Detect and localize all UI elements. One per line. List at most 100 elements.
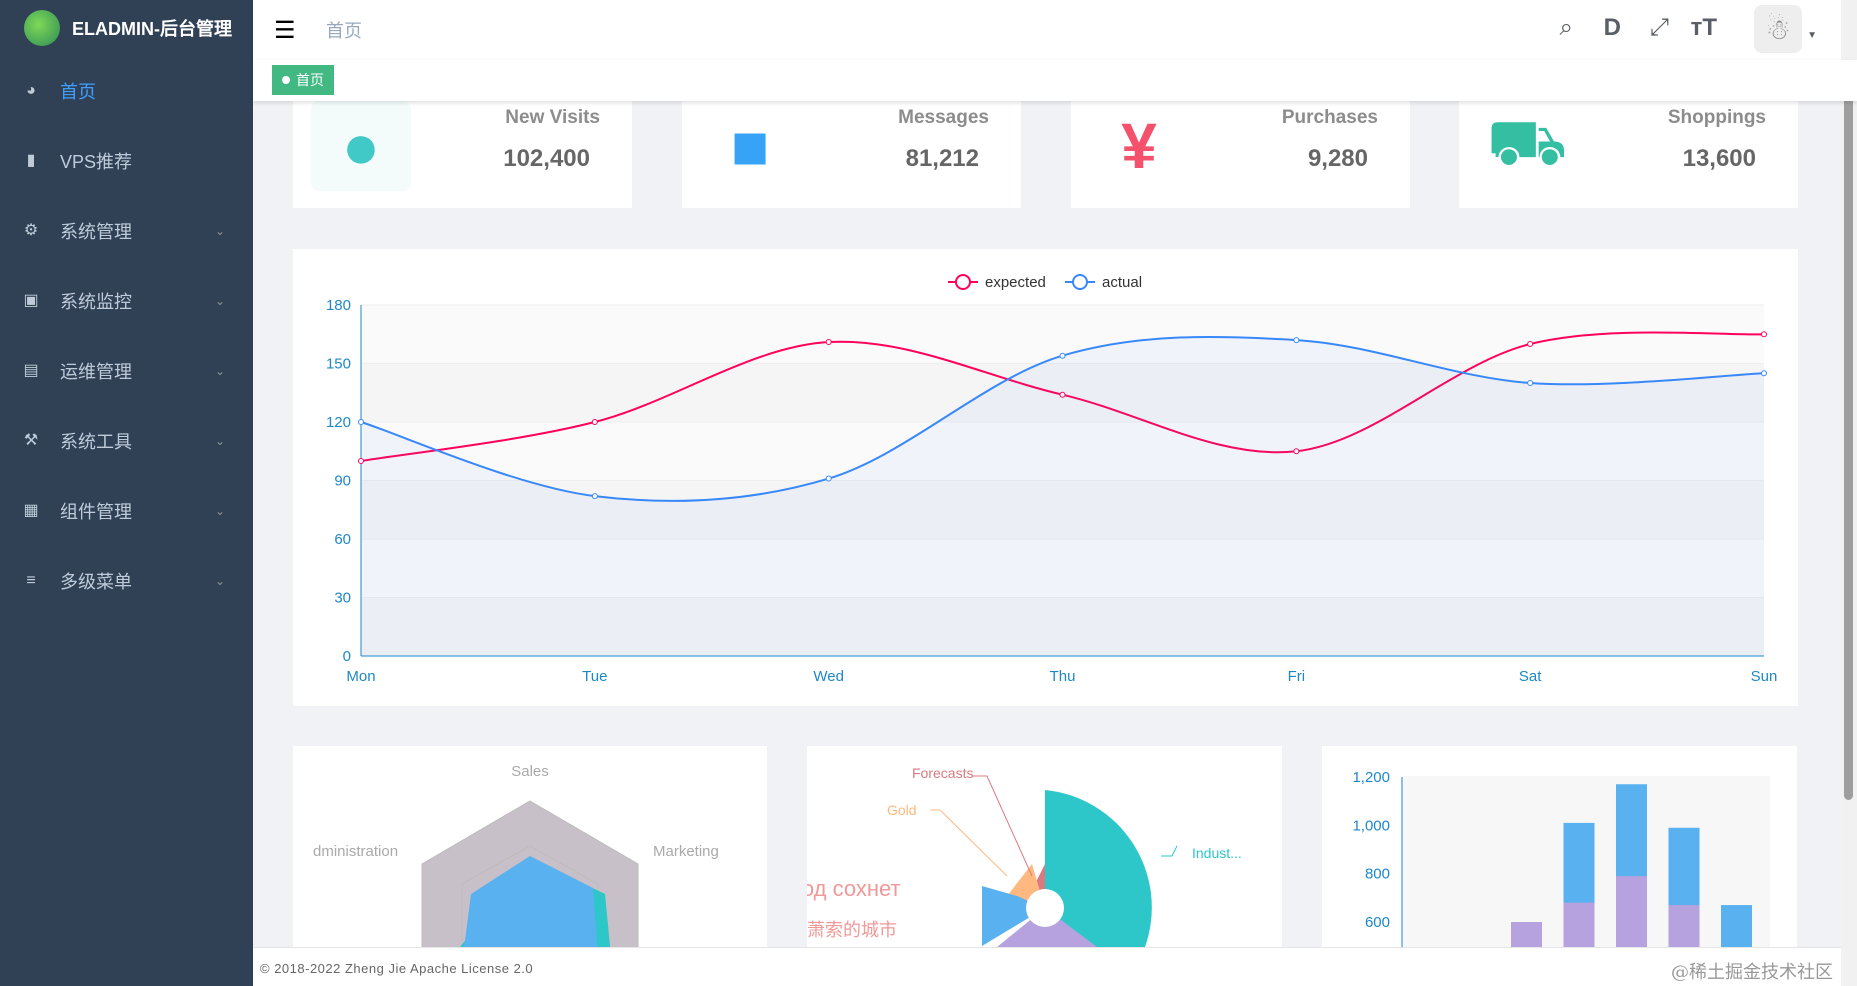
tag-label: 首页 xyxy=(296,72,324,88)
line-chart: 0 30 60 90 120 150 180 Mon Tue Wed Thu Fri Sat Sun exp… xyxy=(326,274,1777,685)
doc-icon[interactable]: D xyxy=(1603,14,1621,41)
chevron-down-icon: ⌄ xyxy=(214,574,225,588)
chevron-down-icon: ⌄ xyxy=(214,364,225,378)
point-expected xyxy=(1527,341,1534,347)
y-tick-label: 0 xyxy=(343,648,351,665)
grid-band xyxy=(361,422,1764,481)
y-tick-label: 60 xyxy=(334,531,351,548)
message-icon: ■ xyxy=(730,110,770,182)
sidebar-item-label: 多级菜单 xyxy=(60,572,132,592)
pie-chart-panel: Forecasts Gold Indust... Город сохнет 萧索… xyxy=(807,746,1282,947)
avatar[interactable]: ☃ xyxy=(1754,5,1802,53)
bar-segment xyxy=(1616,876,1647,947)
watermark: @稀土掘金技术社区 xyxy=(1671,962,1833,983)
pie-label-forecasts: Forecasts xyxy=(912,765,973,781)
tag-home[interactable]: 首页 xyxy=(272,65,334,95)
bar-segment xyxy=(1563,902,1595,947)
monitor-icon: ▣ xyxy=(23,292,39,309)
legend-marker xyxy=(1072,274,1088,290)
point-expected xyxy=(591,419,598,425)
point-expected xyxy=(825,339,832,346)
components-icon: ▦ xyxy=(23,502,39,519)
dashboard-icon: ◕ xyxy=(26,82,36,99)
y-tick-label: 1,000 xyxy=(1352,817,1390,834)
y-tick-label: 600 xyxy=(1365,914,1390,931)
sidebar-item-4[interactable]: ▤ 运维管理 ⌄ xyxy=(0,336,253,406)
sidebar: ELADMIN-后台管理 ◕ 首页 ▮ VPS推荐 ⚙ 系统管理 ⌄ ▣ 系统监控 ⌄ ▤ 运维管理 ⌄… xyxy=(0,0,253,986)
point-actual xyxy=(1527,380,1534,386)
point-expected xyxy=(1761,331,1767,338)
point-actual xyxy=(358,419,364,425)
pie-label-russian: Город сохнет xyxy=(807,876,901,901)
sidebar-item-1[interactable]: ▮ VPS推荐 xyxy=(0,126,253,196)
y-tick-label: 180 xyxy=(326,297,351,314)
x-tick-label: Mon xyxy=(346,668,375,685)
grid-band xyxy=(361,480,1764,539)
gear-icon: ⚙ xyxy=(23,222,39,239)
tags-view: 首页 xyxy=(253,60,1857,101)
grid-band xyxy=(361,539,1764,598)
sidebar-item-6[interactable]: ▦ 组件管理 ⌄ xyxy=(0,476,253,546)
bar-segment xyxy=(1511,922,1542,947)
dot-icon xyxy=(282,76,290,84)
sidebar-item-5[interactable]: ⚒ 系统工具 ⌄ xyxy=(0,406,253,476)
bar-chart-panel: 1,200 1,000 800 600 xyxy=(1322,746,1797,947)
sidebar-item-2[interactable]: ⚙ 系统管理 ⌄ xyxy=(0,196,253,266)
stat-card[interactable]: ■ Messages 81,212 xyxy=(682,101,1021,208)
x-tick-label: Sat xyxy=(1519,668,1542,685)
card-value: 9,280 xyxy=(1307,145,1368,172)
legend-actual: actual xyxy=(1102,274,1142,291)
card-label: Shoppings xyxy=(1667,107,1766,128)
point-actual xyxy=(1059,352,1066,359)
font-size-icon[interactable]: ᴛT xyxy=(1690,14,1717,41)
chevron-down-icon: ⌄ xyxy=(214,224,225,238)
point-actual xyxy=(1761,370,1767,377)
tools-icon: ⚒ xyxy=(23,432,39,449)
scrollbar-thumb[interactable] xyxy=(1844,84,1853,800)
chevron-down-icon: ⌄ xyxy=(214,434,225,448)
ops-icon: ▤ xyxy=(23,362,39,379)
y-tick-label: 120 xyxy=(326,414,351,431)
y-tick-label: 800 xyxy=(1365,866,1390,883)
radar-area-2 xyxy=(464,856,598,947)
chevron-down-icon: ⌄ xyxy=(214,504,225,518)
bar-segment xyxy=(1721,905,1752,947)
hamburger-icon[interactable]: ☰ xyxy=(274,17,296,44)
stat-card[interactable]: ⛟ Shoppings 13,600 xyxy=(1459,101,1798,208)
x-tick-label: Tue xyxy=(582,668,607,685)
pie-chart: Forecasts Gold Indust... Город сохнет 萧索… xyxy=(807,765,1242,947)
point-actual xyxy=(825,475,832,482)
card-value: 102,400 xyxy=(503,145,590,172)
stat-card[interactable]: ● New Visits 102,400 xyxy=(293,101,632,208)
sidebar-item-0[interactable]: ◕ 首页 xyxy=(0,56,253,126)
scrollbar[interactable] xyxy=(1841,0,1857,986)
breadcrumb[interactable]: 首页 xyxy=(326,21,362,41)
shopping-cart-icon: ⛟ xyxy=(1486,105,1568,178)
app-title: ELADMIN-后台管理 xyxy=(72,19,232,39)
sidebar-item-label: 运维管理 xyxy=(60,362,132,382)
point-actual xyxy=(1293,337,1300,344)
sidebar-item-3[interactable]: ▣ 系统监控 ⌄ xyxy=(0,266,253,336)
x-tick-label: Fri xyxy=(1288,668,1306,685)
app-logo[interactable]: ELADMIN-后台管理 xyxy=(0,0,253,56)
fullscreen-icon[interactable]: ⤢ xyxy=(1649,14,1669,41)
y-tick-label: 30 xyxy=(334,590,351,607)
card-label: Messages xyxy=(898,107,989,128)
logo-icon xyxy=(24,10,60,46)
legend-marker xyxy=(955,274,971,290)
sidebar-item-label: VPS推荐 xyxy=(60,152,133,172)
legend-expected: expected xyxy=(985,274,1046,291)
card-value: 81,212 xyxy=(905,145,979,172)
menu-icon: ≡ xyxy=(26,572,36,589)
server-icon: ▮ xyxy=(26,152,36,169)
card-value: 13,600 xyxy=(1682,145,1756,172)
sidebar-item-label: 系统监控 xyxy=(60,292,132,312)
pie-slice-industries xyxy=(1045,790,1152,947)
pie-label-industries: Indust... xyxy=(1192,845,1242,861)
stat-card[interactable]: ¥ Purchases 9,280 xyxy=(1071,101,1410,208)
caret-down-icon[interactable]: ▼ xyxy=(1807,30,1817,41)
navbar: ☰ 首页 ⌕ D ⤢ ᴛT ☃ ▼ xyxy=(253,0,1857,60)
search-icon[interactable]: ⌕ xyxy=(1559,14,1573,41)
sidebar-item-7[interactable]: ≡ 多级菜单 ⌄ xyxy=(0,546,253,616)
point-expected xyxy=(1059,391,1066,398)
